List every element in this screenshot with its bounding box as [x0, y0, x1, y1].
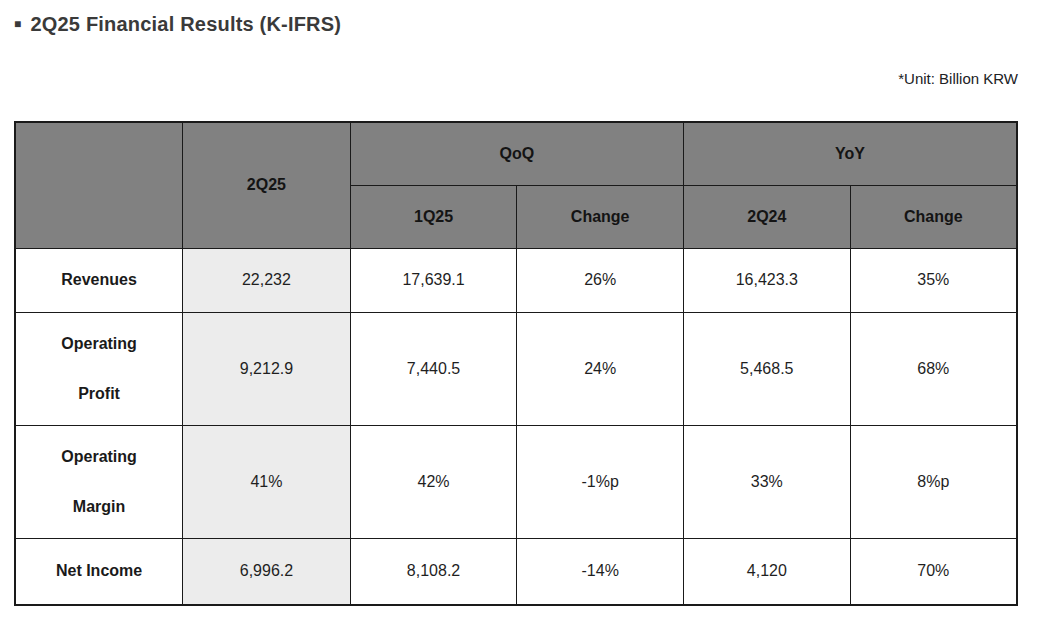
row-label-text: Revenues [16, 270, 182, 290]
row-label-text: Operating [16, 334, 182, 354]
header-2q24: 2Q24 [684, 185, 851, 248]
row-label: Operating Profit [15, 312, 183, 425]
table-row-operating-profit: Operating Profit 9,212.9 7,440.5 24% 5,4… [15, 312, 1017, 425]
header-1q25: 1Q25 [350, 185, 517, 248]
row-label: Revenues [15, 248, 183, 312]
cell-1q25: 7,440.5 [350, 312, 517, 425]
financial-results-table: 2Q25 QoQ YoY 1Q25 Change 2Q24 Change Rev… [14, 121, 1018, 606]
cell-yoy-change: 70% [850, 538, 1017, 605]
header-row-groups: 2Q25 QoQ YoY [15, 122, 1017, 185]
cell-qoq-change: -14% [517, 538, 684, 605]
page-title: ■ 2Q25 Financial Results (K-IFRS) [14, 12, 1018, 36]
header-group-yoy: YoY [684, 122, 1018, 185]
cell-2q24: 4,120 [684, 538, 851, 605]
row-label: Operating Margin [15, 425, 183, 538]
page-title-text: 2Q25 Financial Results (K-IFRS) [30, 13, 341, 35]
header-qoq-change: Change [517, 185, 684, 248]
header-group-qoq: QoQ [350, 122, 683, 185]
cell-1q25: 17,639.1 [350, 248, 517, 312]
row-label: Net Income [15, 538, 183, 605]
unit-note: *Unit: Billion KRW [14, 70, 1018, 88]
square-bullet-icon: ■ [14, 17, 21, 31]
corner-cell [15, 122, 183, 248]
cell-2q25: 22,232 [183, 248, 351, 312]
row-label-text: Margin [16, 497, 182, 517]
cell-1q25: 42% [350, 425, 517, 538]
table-row-net-income: Net Income 6,996.2 8,108.2 -14% 4,120 70… [15, 538, 1017, 605]
cell-2q25: 41% [183, 425, 351, 538]
table-row-revenues: Revenues 22,232 17,639.1 26% 16,423.3 35… [15, 248, 1017, 312]
header-yoy-change: Change [850, 185, 1017, 248]
row-label-text: Operating [16, 447, 182, 467]
cell-qoq-change: 24% [517, 312, 684, 425]
header-2q25: 2Q25 [183, 122, 351, 248]
cell-2q25: 9,212.9 [183, 312, 351, 425]
row-label-text: Net Income [16, 561, 182, 581]
page: ■2Q25 Financial Results (K-IFRS) *Unit: … [0, 0, 1012, 606]
cell-2q24: 5,468.5 [684, 312, 851, 425]
row-label-text: Profit [16, 384, 182, 404]
cell-2q24: 16,423.3 [684, 248, 851, 312]
cell-yoy-change: 35% [850, 248, 1017, 312]
cell-qoq-change: 26% [517, 248, 684, 312]
cell-2q25: 6,996.2 [183, 538, 351, 605]
cell-2q24: 33% [684, 425, 851, 538]
table-row-operating-margin: Operating Margin 41% 42% -1%p 33% 8%p [15, 425, 1017, 538]
cell-qoq-change: -1%p [517, 425, 684, 538]
cell-1q25: 8,108.2 [350, 538, 517, 605]
cell-yoy-change: 8%p [850, 425, 1017, 538]
cell-yoy-change: 68% [850, 312, 1017, 425]
